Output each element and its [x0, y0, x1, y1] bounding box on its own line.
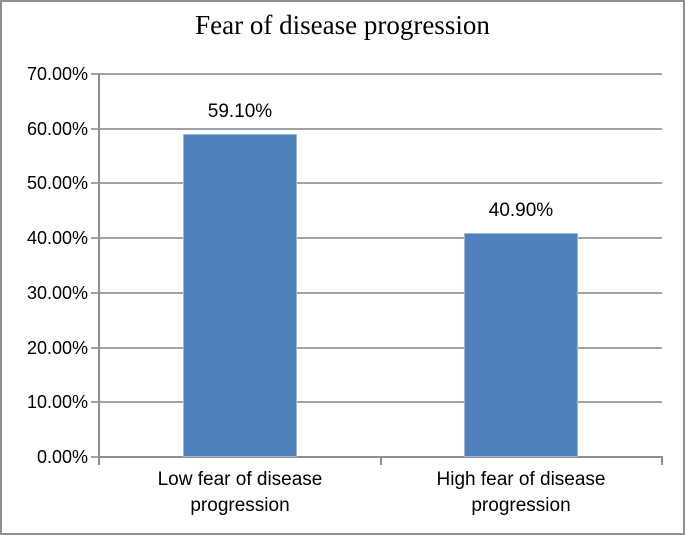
y-axis-tick	[91, 292, 99, 294]
chart-title: Fear of disease progression	[195, 10, 490, 40]
x-axis-tick	[98, 457, 100, 465]
y-axis-tick	[91, 128, 99, 130]
y-axis-tick-label: 0.00%	[36, 447, 88, 467]
y-gridline	[99, 73, 662, 75]
bar	[183, 134, 297, 457]
y-gridline	[99, 237, 662, 239]
y-axis-tick	[91, 237, 99, 239]
y-gridline	[99, 292, 662, 294]
y-axis-tick-label: 70.00%	[26, 64, 88, 84]
x-axis-category-label: High fear of disease progression	[436, 469, 606, 516]
x-axis-tick	[380, 457, 382, 465]
y-gridline	[99, 128, 662, 130]
y-axis-tick	[91, 401, 99, 403]
y-gridline	[99, 401, 662, 403]
bar	[464, 233, 578, 457]
y-axis-tick	[91, 182, 99, 184]
bar-data-label: 40.90%	[488, 200, 554, 221]
y-axis-tick	[91, 73, 99, 75]
y-axis-tick-label: 50.00%	[26, 173, 88, 193]
y-axis-tick-label: 20.00%	[26, 338, 88, 358]
y-axis-tick	[91, 347, 99, 349]
y-axis-tick-label: 10.00%	[26, 392, 88, 412]
bar-data-label: 59.10%	[207, 101, 273, 122]
x-axis-tick	[661, 457, 663, 465]
y-axis-line	[98, 74, 100, 457]
y-gridline	[99, 182, 662, 184]
y-axis-tick-label: 60.00%	[26, 119, 88, 139]
y-axis-tick-label: 30.00%	[26, 283, 88, 303]
y-gridline	[99, 347, 662, 349]
y-axis-tick-label: 40.00%	[26, 228, 88, 248]
y-axis-tick	[91, 456, 99, 458]
x-axis-category-label: Low fear of disease progression	[157, 469, 323, 516]
